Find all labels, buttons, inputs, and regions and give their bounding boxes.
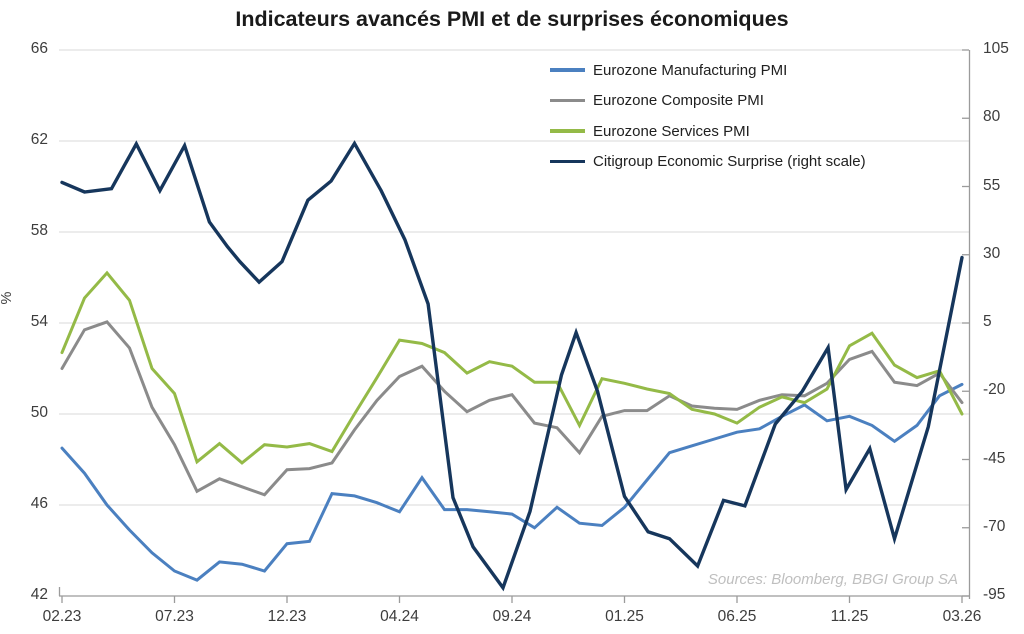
y-left-tick-label: 62 — [30, 131, 48, 148]
series-line-citigroup-surprise — [60, 140, 964, 592]
series-line-manufacturing-pmi — [60, 382, 964, 582]
y-right-tick-label: 105 — [983, 40, 1009, 57]
y-right-tick-label: -45 — [983, 449, 1006, 467]
services-pmi-swatch — [550, 129, 585, 133]
series-line-services-pmi — [60, 270, 964, 465]
y-right-tick-label: 30 — [983, 244, 1001, 262]
legend-label: Eurozone Services PMI — [593, 122, 750, 140]
y-axis-label: % — [0, 291, 15, 305]
source-note: Sources: Bloomberg, BBGI Group SA — [707, 571, 958, 588]
x-tick-label: 03.26 — [942, 608, 982, 625]
manufacturing-pmi-swatch — [550, 68, 585, 72]
x-tick-label: 02.23 — [42, 608, 82, 625]
legend-item-citigroup-surprise: Citigroup Economic Surprise (right scale… — [550, 153, 930, 171]
legend-label: Citigroup Economic Surprise (right scale… — [593, 153, 866, 170]
y-right-tick-label: -20 — [983, 381, 1006, 399]
legend-item-composite-pmi: Eurozone Composite PMI — [550, 92, 930, 110]
legend-item-services-pmi: Eurozone Services PMI — [550, 122, 930, 140]
x-tick-label: 07.23 — [155, 608, 194, 625]
x-tick-label: 11.25 — [830, 608, 869, 625]
y-right-tick-label: -95 — [983, 586, 1006, 603]
y-left-tick-label: 58 — [30, 222, 48, 239]
legend: Eurozone Manufacturing PMI Eurozone Comp… — [550, 61, 930, 183]
x-tick-label: 04.24 — [380, 608, 419, 625]
legend-item-manufacturing-pmi: Eurozone Manufacturing PMI — [550, 61, 930, 79]
legend-label: Eurozone Composite PMI — [593, 92, 764, 109]
series-line-composite-pmi — [60, 320, 964, 497]
x-tick-label: 06.25 — [717, 608, 757, 625]
y-right-tick-label: 80 — [983, 108, 1001, 126]
y-left-tick-label: 66 — [30, 40, 48, 57]
chart-title: Indicateurs avancés PMI et de surprises … — [235, 7, 789, 31]
citigroup-surprise-swatch — [550, 159, 585, 164]
y-right-tick-label: -70 — [983, 517, 1006, 535]
x-tick-label: 09.24 — [492, 608, 532, 625]
legend-label: Eurozone Manufacturing PMI — [593, 61, 788, 79]
y-right-tick-label: 55 — [983, 176, 1001, 194]
y-left-tick-label: 54 — [30, 313, 48, 330]
y-left-tick-label: 46 — [30, 495, 48, 512]
composite-pmi-swatch — [550, 98, 585, 103]
y-right-tick-label: 5 — [983, 313, 992, 330]
x-tick-label: 01.25 — [605, 608, 644, 625]
y-left-tick-label: 50 — [30, 404, 48, 421]
x-tick-label: 12.23 — [267, 608, 307, 625]
y-left-tick-label: 42 — [30, 586, 48, 603]
